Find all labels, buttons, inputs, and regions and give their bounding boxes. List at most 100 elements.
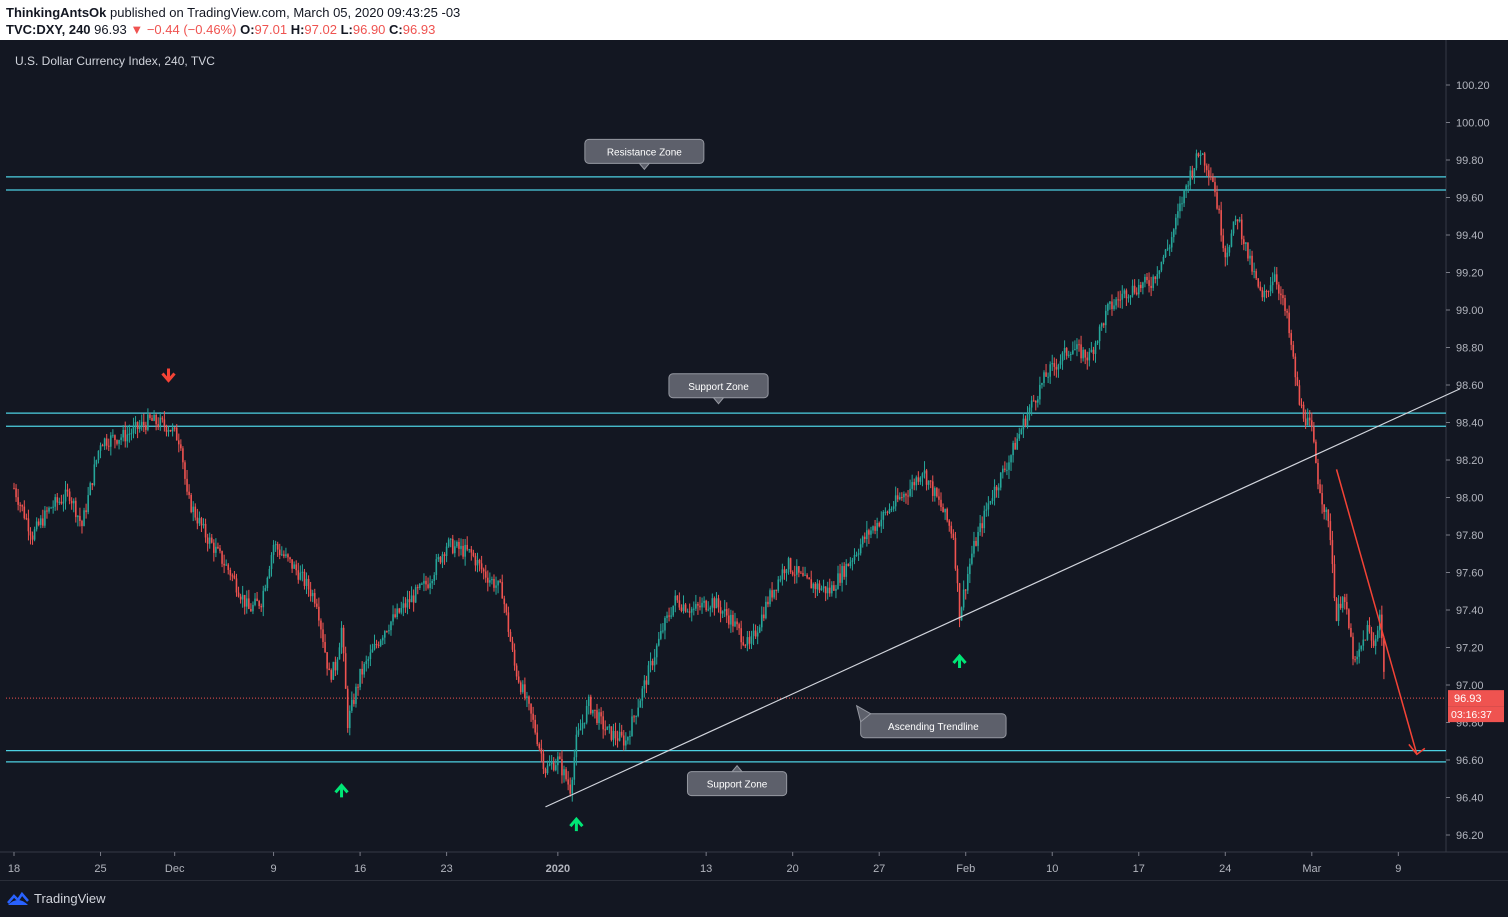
candle-body [363,663,365,675]
candle-body [837,573,839,589]
y-tick-label: 97.80 [1456,530,1484,542]
candle-body [324,642,326,653]
candle-body [291,559,293,569]
annotation-callout: Ascending Trendline [855,704,1007,739]
candle-body [1302,404,1305,419]
candle-body [954,537,957,569]
candle-body [552,762,555,771]
candle-body [1045,372,1047,377]
x-tick-label: 27 [873,863,885,875]
candle-body [1220,210,1222,236]
candle-body [657,638,660,646]
candle-body [773,589,775,598]
candle-body [688,611,691,613]
candle-body [1296,377,1299,386]
candle-body [346,688,349,729]
candle-body [338,647,341,660]
candle-body [1267,291,1270,293]
candle-body [1181,203,1183,205]
candle-body [225,564,227,566]
candle-body [262,590,265,608]
candle-body [707,609,710,611]
candle-body [136,422,139,430]
candle-body [192,506,195,513]
candle-body [728,615,730,625]
candle-body [956,568,959,584]
candle-body [437,557,440,560]
candle-body [511,641,514,650]
candle-body [1212,177,1214,183]
candle-body [538,744,541,749]
candle-body [147,414,149,430]
candle-body [443,554,446,556]
candle-body [1041,382,1043,385]
chart-area[interactable]: 100.20 100.00 99.80 99.60 99.40 99.20 99.00 98.… [0,40,1508,880]
author-name[interactable]: ThinkingAntsOk [6,5,107,20]
candle-body [23,506,26,519]
price-chart[interactable]: 100.20 100.00 99.80 99.60 99.40 99.20 99.00 98.… [0,40,1508,880]
candle-body [256,598,258,602]
candle-body [620,731,623,736]
candle-body [682,604,685,611]
candle-body [676,595,679,601]
candle-body [268,568,271,578]
candle-body [313,593,316,604]
candle-body [1374,638,1377,646]
candle-body [649,660,652,666]
candle-body [293,564,295,569]
candle-body [369,652,372,660]
candle-body [1208,170,1210,177]
candle-body [569,784,571,794]
candle-body [1356,656,1358,660]
candle-body [1222,235,1225,249]
candle-body [952,533,955,538]
candle-body [971,553,973,564]
candle-body [890,508,893,510]
candle-body [245,598,248,607]
y-tick-label: 99.60 [1456,193,1484,205]
candle-body [330,670,333,680]
annotation-callout: Resistance Zone [584,138,705,171]
candle-body [760,614,763,628]
candle-body [1039,384,1041,400]
candle-body [882,512,885,520]
candle-body [590,696,592,714]
candle-body [165,426,168,432]
candle-body [791,572,794,575]
candle-body [79,515,81,521]
candle-body [462,545,464,557]
candle-body [386,631,388,633]
candle-body [857,553,860,555]
candle-body [655,645,658,658]
candle-body [72,500,75,504]
candle-body [159,417,162,428]
x-tick-label: Feb [956,863,975,875]
candle-body [905,493,907,496]
candle-body [1129,295,1132,298]
candle-body [666,615,668,618]
candle-body [1105,310,1107,326]
callout-box [860,713,1007,739]
candle-body [1210,176,1212,178]
candle-body [379,640,382,646]
tradingview-brand[interactable]: TradingView [34,891,106,906]
x-tick-label: 17 [1133,863,1145,875]
candle-body [585,705,588,723]
candle-body [557,756,559,766]
candle-body [1238,219,1241,222]
candle-body [738,624,740,629]
candle-body [258,601,260,607]
y-tick-label: 98.60 [1456,380,1484,392]
candle-body [550,762,553,765]
candle-body [89,483,92,496]
candle-body [515,665,518,677]
candle-body [581,723,584,729]
candle-body [1133,285,1136,293]
candle-body [410,595,413,603]
candle-body [239,596,242,600]
candle-body [97,450,100,461]
candle-body [796,566,798,575]
candle-body [690,608,693,613]
candle-body [911,482,913,489]
candle-body [880,519,883,527]
